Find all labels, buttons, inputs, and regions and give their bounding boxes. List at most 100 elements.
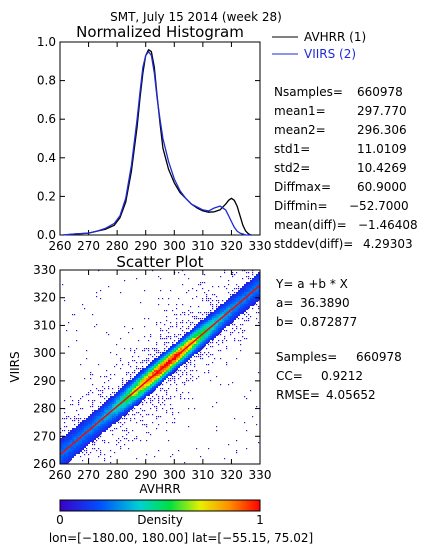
density-cell bbox=[60, 428, 62, 430]
density-cell bbox=[198, 340, 200, 342]
density-cell bbox=[200, 284, 202, 286]
density-cell bbox=[134, 378, 136, 380]
density-cell bbox=[198, 284, 200, 286]
density-cell bbox=[230, 334, 232, 336]
density-cell bbox=[60, 438, 62, 440]
density-cell bbox=[108, 388, 110, 390]
samples-label: Samples= bbox=[276, 350, 337, 364]
density-cell bbox=[120, 404, 122, 406]
density-cell bbox=[198, 322, 200, 324]
density-cell bbox=[162, 354, 164, 356]
density-cell bbox=[92, 314, 94, 316]
density-cell bbox=[94, 422, 96, 424]
density-cell bbox=[180, 398, 182, 400]
density-cell bbox=[100, 406, 102, 408]
region-footer: lon=[−180.00, 180.00] lat=[−55.15, 75.02… bbox=[49, 531, 313, 545]
density-cell bbox=[182, 322, 184, 324]
density-cell bbox=[212, 308, 214, 310]
density-cell bbox=[66, 438, 68, 440]
density-cell bbox=[142, 350, 144, 352]
density-cell bbox=[168, 298, 170, 300]
density-cell bbox=[138, 394, 140, 396]
density-cell bbox=[256, 282, 258, 284]
density-cell bbox=[158, 372, 160, 374]
density-cell bbox=[92, 422, 94, 424]
density-cell bbox=[78, 420, 80, 422]
density-cell bbox=[216, 324, 218, 326]
density-cell bbox=[220, 304, 222, 306]
density-cell bbox=[126, 412, 128, 414]
density-cell bbox=[82, 426, 84, 428]
density-cell bbox=[212, 354, 214, 356]
density-cell bbox=[136, 400, 138, 402]
density-cell bbox=[160, 388, 162, 390]
density-cell bbox=[126, 410, 128, 412]
density-cell bbox=[124, 414, 126, 416]
density-cell bbox=[82, 408, 84, 410]
density-cell bbox=[62, 436, 64, 438]
density-cell bbox=[192, 340, 194, 342]
density-cell bbox=[186, 328, 188, 330]
stat-label: std1= bbox=[274, 142, 310, 156]
density-cell bbox=[142, 404, 144, 406]
density-cell bbox=[120, 360, 122, 362]
density-cell bbox=[258, 274, 260, 276]
histogram-legend: AVHRR (1) VIIRS (2) bbox=[272, 30, 366, 61]
density-cell bbox=[146, 424, 148, 426]
density-cell bbox=[222, 314, 224, 316]
density-cell bbox=[132, 404, 134, 406]
density-cell bbox=[92, 424, 94, 426]
density-cell bbox=[258, 288, 260, 290]
density-cell bbox=[170, 354, 172, 356]
density-cell bbox=[144, 400, 146, 402]
density-cell bbox=[80, 446, 82, 448]
density-cell bbox=[118, 406, 120, 408]
density-cell bbox=[258, 284, 260, 286]
density-cell bbox=[154, 358, 156, 360]
density-cell bbox=[232, 320, 234, 322]
density-cell bbox=[60, 444, 62, 446]
density-cell bbox=[120, 440, 122, 442]
density-cell bbox=[148, 372, 150, 374]
density-cell bbox=[62, 462, 64, 464]
density-cell bbox=[186, 334, 188, 336]
x-tick-label: 280 bbox=[106, 468, 129, 482]
density-cell bbox=[114, 418, 116, 420]
density-cell bbox=[136, 396, 138, 398]
density-cell bbox=[140, 382, 142, 384]
density-cell bbox=[106, 408, 108, 410]
density-cell bbox=[152, 372, 154, 374]
density-cell bbox=[172, 360, 174, 362]
histogram-axes: 260 270 280 290 300 310 320 3300.00.20.40.60.81… bbox=[37, 35, 272, 253]
density-cell bbox=[88, 442, 90, 444]
density-cell bbox=[256, 292, 258, 294]
density-cell bbox=[126, 408, 128, 410]
density-cell bbox=[112, 410, 114, 412]
density-cell bbox=[176, 364, 178, 366]
density-cell bbox=[170, 352, 172, 354]
density-cell bbox=[122, 406, 124, 408]
density-cell bbox=[162, 362, 164, 364]
density-cell bbox=[188, 342, 190, 344]
density-cell bbox=[156, 368, 158, 370]
density-cell bbox=[202, 346, 204, 348]
density-cell bbox=[118, 414, 120, 416]
density-cell bbox=[130, 350, 132, 352]
density-cell bbox=[124, 412, 126, 414]
density-cell bbox=[168, 378, 170, 380]
density-cell bbox=[140, 368, 142, 370]
density-cell bbox=[130, 404, 132, 406]
density-cell bbox=[154, 370, 156, 372]
density-cell bbox=[114, 404, 116, 406]
density-cell bbox=[100, 428, 102, 430]
density-cell bbox=[142, 392, 144, 394]
density-cell bbox=[232, 298, 234, 300]
density-cell bbox=[156, 324, 158, 326]
density-cell bbox=[220, 306, 222, 308]
density-cell bbox=[96, 416, 98, 418]
density-cell bbox=[70, 438, 72, 440]
density-cell bbox=[192, 322, 194, 324]
density-cell bbox=[198, 342, 200, 344]
density-cell bbox=[122, 424, 124, 426]
density-cell bbox=[248, 286, 250, 288]
